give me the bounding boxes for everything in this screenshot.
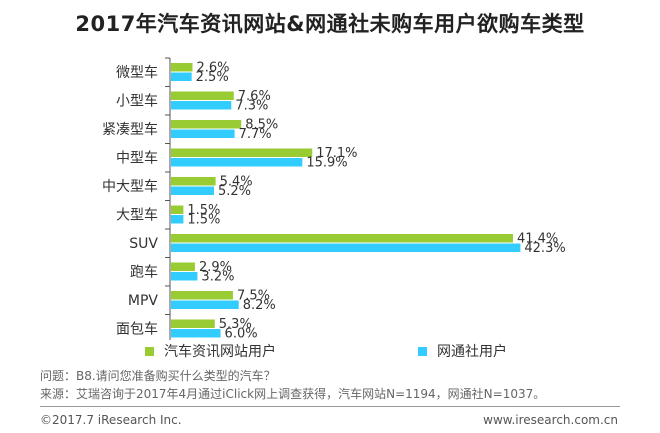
data-label-series-b: 8.2% <box>243 298 276 313</box>
data-label-series-a: 5.3% <box>219 317 252 332</box>
question-note: 问题：B8.请问您准备购买什么类型的汽车？ <box>40 369 276 383</box>
bar-series-b <box>171 243 521 252</box>
legend-item-series-a: 汽车资讯网站用户 <box>145 341 276 361</box>
category-label: 中型车 <box>116 150 158 167</box>
category-label: 面包车 <box>116 321 158 338</box>
bar-series-a <box>171 177 216 186</box>
bar-series-b <box>171 158 303 167</box>
data-label-series-a: 7.5% <box>237 289 270 304</box>
category-label: 跑车 <box>130 264 158 281</box>
legend-label-series-b: 网通社用户 <box>437 344 507 360</box>
data-label-series-b: 1.5% <box>187 213 220 228</box>
bar-series-b <box>171 300 239 309</box>
legend-swatch-series-b <box>418 346 427 356</box>
bar-series-a <box>171 262 195 271</box>
bar-series-b <box>171 72 192 81</box>
bar-series-b <box>171 129 235 138</box>
bar-series-b <box>171 329 221 338</box>
copyright-text: ©2017.7 iResearch Inc. <box>40 413 182 427</box>
category-label: MPV <box>128 293 159 309</box>
bar-series-b <box>171 186 214 195</box>
bar-series-a <box>171 120 242 129</box>
data-label-series-a: 41.4% <box>517 232 558 247</box>
bar-series-a <box>171 91 234 100</box>
data-label-series-a: 7.6% <box>238 89 271 104</box>
bar-series-a <box>171 63 193 72</box>
category-label: 小型车 <box>116 93 158 110</box>
data-label-series-b: 6.0% <box>225 327 258 341</box>
data-label-series-b: 15.9% <box>306 156 347 171</box>
data-label-series-b: 5.2% <box>218 184 251 199</box>
bar-series-b <box>171 215 184 224</box>
data-label-series-a: 5.4% <box>220 175 253 190</box>
data-label-series-b: 7.7% <box>239 127 272 142</box>
website-text: www.iresearch.com.cn <box>483 413 618 427</box>
category-label: SUV <box>129 236 158 252</box>
bar-series-b <box>171 272 198 281</box>
legend-item-series-b: 网通社用户 <box>418 341 507 361</box>
legend-label-series-a: 汽车资讯网站用户 <box>164 344 276 360</box>
data-label-series-a: 2.9% <box>199 260 232 275</box>
chart-title: 2017年汽车资讯网站&网通社未购车用户欲购车类型 <box>75 12 585 36</box>
data-label-series-a: 8.5% <box>245 118 278 133</box>
bar-series-a <box>171 234 513 243</box>
source-note: 来源：艾瑞咨询于2017年4月通过iClick网上调查获得，汽车网站N=1194… <box>40 387 546 401</box>
data-label-series-b: 3.2% <box>201 270 234 285</box>
category-label: 中大型车 <box>102 178 158 195</box>
category-label: 大型车 <box>116 207 158 224</box>
data-label-series-a: 1.5% <box>187 203 220 218</box>
bar-series-a <box>171 148 313 157</box>
bar-series-a <box>171 205 184 214</box>
data-label-series-b: 7.3% <box>235 99 268 114</box>
category-label: 微型车 <box>116 64 158 81</box>
bar-chart: 微型车 2.6%2.5% 小型车 7.6%7.3% 紧凑型车 8.5%7.7% 中型车 17.… <box>102 57 566 341</box>
footer-divider <box>40 406 620 407</box>
data-label-series-b: 42.3% <box>524 241 565 256</box>
legend-swatch-series-a <box>145 346 154 356</box>
data-label-series-a: 2.6% <box>196 61 229 76</box>
data-label-series-a: 17.1% <box>316 146 357 161</box>
bar-series-b <box>171 101 232 110</box>
data-label-series-b: 2.5% <box>196 70 229 85</box>
bar-series-a <box>171 291 233 300</box>
category-label: 紧凑型车 <box>102 121 158 138</box>
bar-series-a <box>171 319 215 328</box>
